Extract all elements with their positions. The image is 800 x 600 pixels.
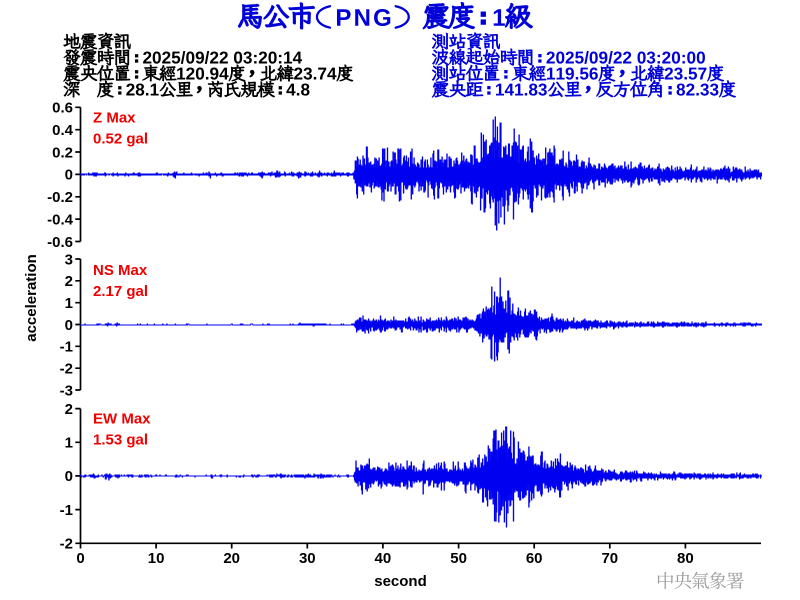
svg-text:-0.2: -0.2 — [47, 189, 73, 206]
svg-text:30: 30 — [299, 550, 316, 567]
svg-text:10: 10 — [148, 550, 165, 567]
svg-text:20: 20 — [223, 550, 240, 567]
svg-text:-2: -2 — [60, 361, 73, 378]
svg-text:0: 0 — [65, 468, 73, 485]
svg-text:0.6: 0.6 — [52, 100, 73, 117]
svg-text:2.17 gal: 2.17 gal — [93, 283, 148, 300]
svg-text:-1: -1 — [60, 339, 73, 356]
svg-text:0: 0 — [65, 167, 73, 184]
svg-text:3: 3 — [65, 251, 73, 268]
svg-text:-3: -3 — [60, 382, 73, 399]
svg-text:0: 0 — [65, 317, 73, 334]
svg-text:acceleration: acceleration — [23, 254, 40, 342]
svg-text:2: 2 — [65, 273, 73, 290]
svg-text:-2: -2 — [60, 536, 73, 553]
svg-text:-0.6: -0.6 — [47, 234, 73, 251]
svg-text:0.4: 0.4 — [52, 122, 74, 139]
svg-text:0.52 gal: 0.52 gal — [93, 130, 148, 147]
svg-text:1: 1 — [65, 435, 73, 452]
svg-text:80: 80 — [677, 550, 694, 567]
svg-text:0.2: 0.2 — [52, 144, 73, 161]
svg-text:50: 50 — [450, 550, 467, 567]
svg-text:Z Max: Z Max — [93, 109, 136, 126]
svg-text:EW Max: EW Max — [93, 411, 151, 428]
svg-text:2: 2 — [65, 401, 73, 418]
svg-text:-0.4: -0.4 — [47, 211, 74, 228]
svg-text:60: 60 — [526, 550, 543, 567]
svg-text:-1: -1 — [60, 502, 73, 519]
svg-text:second: second — [374, 573, 427, 590]
svg-text:1.53 gal: 1.53 gal — [93, 432, 148, 449]
svg-text:40: 40 — [375, 550, 392, 567]
svg-text:NS Max: NS Max — [93, 262, 148, 279]
svg-text:1: 1 — [65, 295, 73, 312]
svg-text:70: 70 — [601, 550, 618, 567]
svg-text:0: 0 — [76, 550, 84, 567]
